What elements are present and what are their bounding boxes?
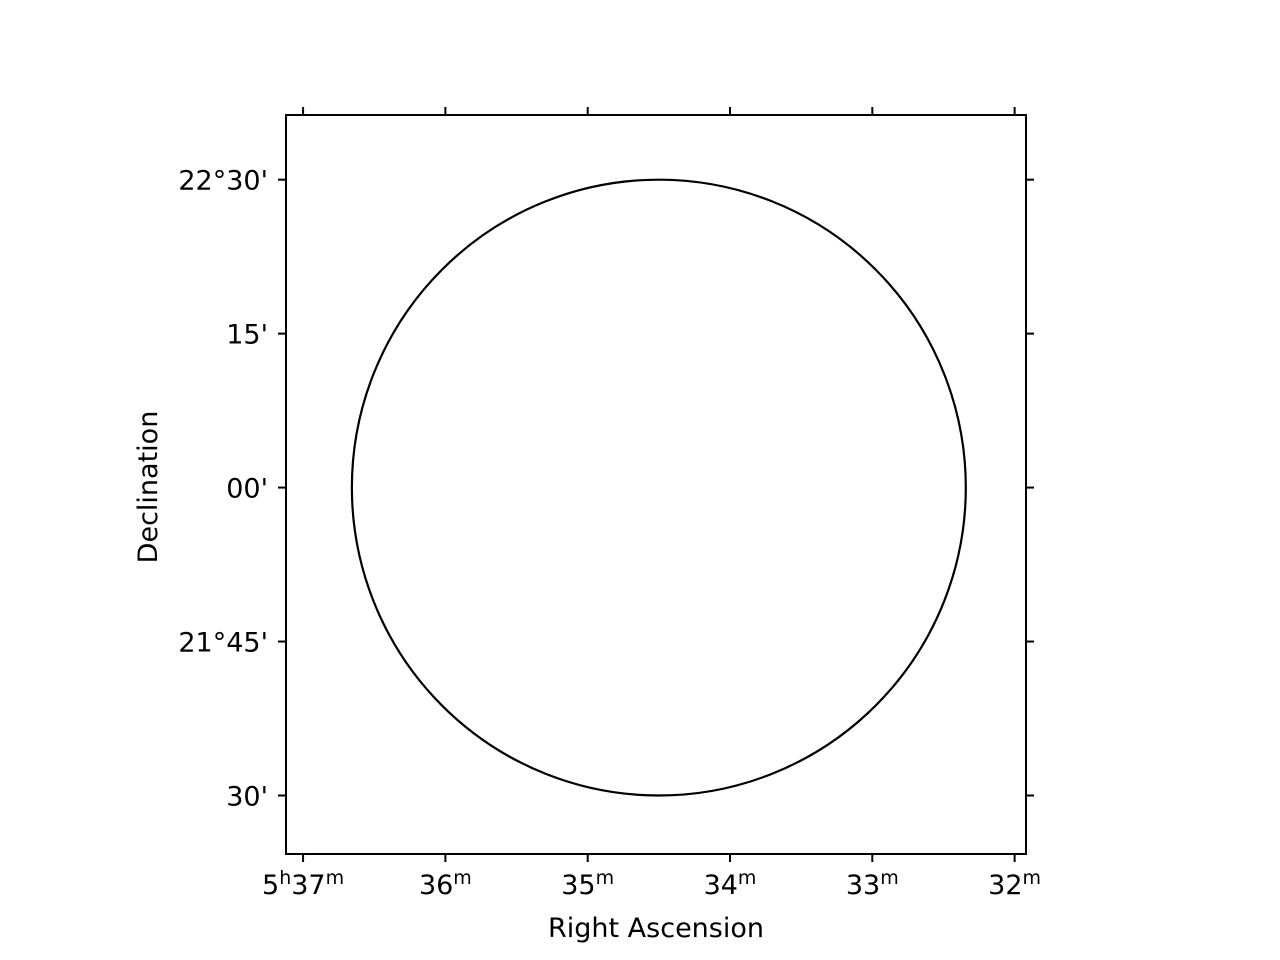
y-tick-label: 15': [226, 320, 268, 351]
y-tick-label: 21°45': [178, 628, 268, 659]
sky-circle: [350, 178, 967, 797]
x-tick-label: 36m: [419, 867, 472, 901]
plot-frame: [285, 114, 1027, 855]
y-tick-label: 00': [226, 474, 268, 505]
x-tick-label: 33m: [846, 867, 899, 901]
y-tick-label: 30': [226, 781, 268, 812]
axis-ticks: [278, 107, 1034, 862]
x-tick-label: 32m: [988, 867, 1041, 901]
y-axis-label: Declination: [133, 411, 164, 564]
tick-labels: 5h37m 36m 35m 34m 33m 32m 22°30' 15' 00' 21°45' 30…: [178, 166, 1041, 901]
y-tick-label: 22°30': [178, 166, 268, 197]
x-tick-label: 34m: [704, 867, 757, 901]
x-tick-label: 35m: [561, 867, 614, 901]
x-axis-label: Right Ascension: [548, 913, 764, 944]
x-tick-label: 5h37m: [262, 867, 344, 901]
